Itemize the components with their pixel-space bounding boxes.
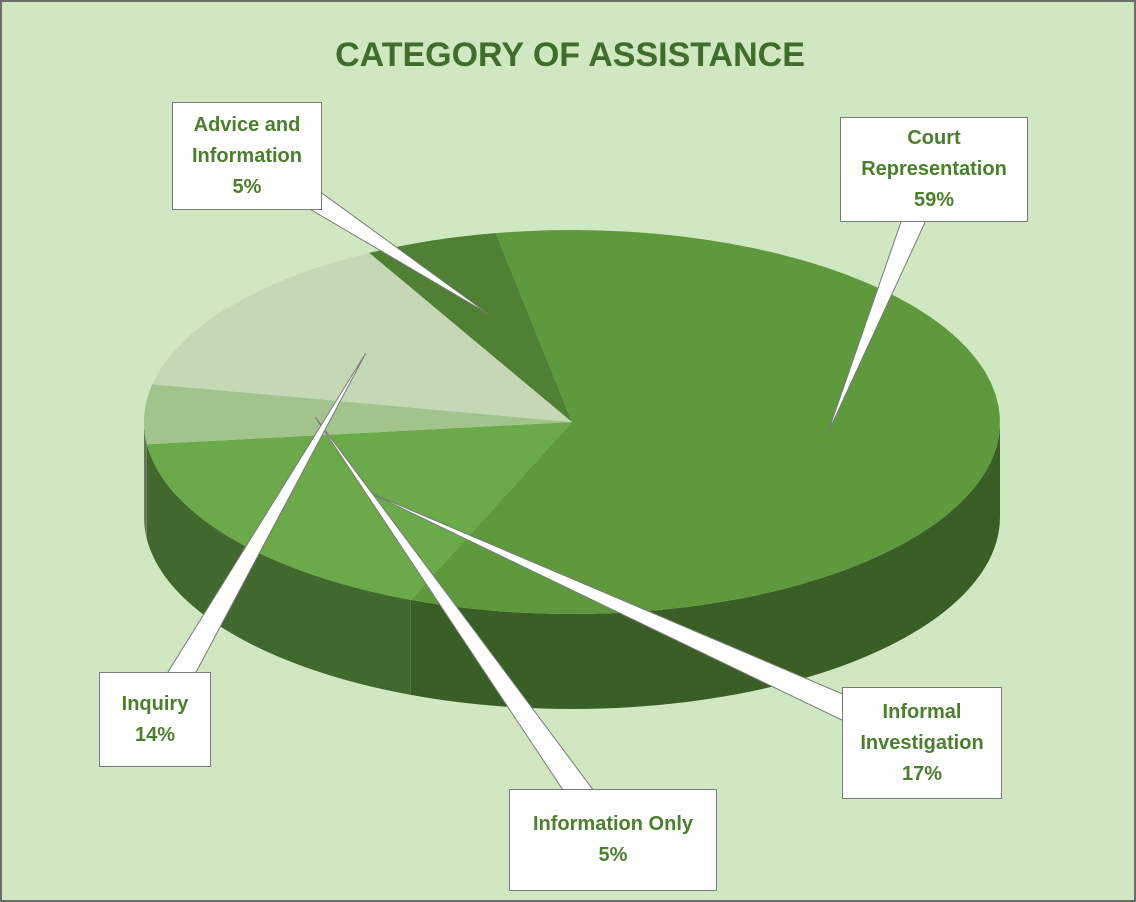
value-label: 5% xyxy=(598,844,628,866)
category-label: Advice and Information xyxy=(192,113,302,167)
value-label: 14% xyxy=(134,723,176,746)
data-label: Information Only 5% xyxy=(509,789,717,891)
slice xyxy=(369,233,572,422)
slice xyxy=(146,422,572,600)
category-label: Informal Investigation xyxy=(860,700,984,754)
slice xyxy=(144,384,572,445)
data-label: Advice and Information 5% xyxy=(172,102,322,210)
data-label: Informal Investigation 17% xyxy=(842,687,1002,799)
chart-title: CATEGORY OF ASSISTANCE xyxy=(335,36,805,74)
category-label: Court Representation xyxy=(861,127,1007,180)
slice-side xyxy=(410,422,1000,709)
category-label: Information Only xyxy=(533,813,693,835)
slice xyxy=(410,230,1000,614)
slice-side xyxy=(146,444,411,695)
value-label: 17% xyxy=(901,762,943,785)
category-label: Inquiry xyxy=(121,692,189,715)
data-label: Inquiry 14% xyxy=(99,672,211,767)
slice xyxy=(152,252,572,422)
value-label: 59% xyxy=(913,189,955,211)
value-label: 5% xyxy=(232,175,262,198)
slice-side xyxy=(144,422,147,540)
data-label: Court Representation 59% xyxy=(840,117,1028,222)
